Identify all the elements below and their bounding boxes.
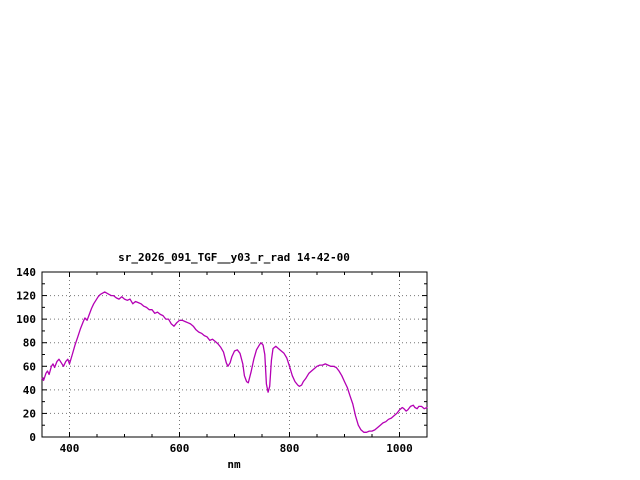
y-tick-label: 100 xyxy=(16,313,36,326)
grid xyxy=(42,272,427,437)
tick-labels: 0 20 40 60 80 100 120 140 400 600 800 1000 xyxy=(16,266,413,455)
y-tick-label: 40 xyxy=(23,384,36,397)
x-tick-label: 1000 xyxy=(386,442,413,455)
y-tick-label: 20 xyxy=(23,407,36,420)
y-tick-label: 60 xyxy=(23,360,36,373)
x-tick-label: 600 xyxy=(170,442,190,455)
x-axis-label: nm xyxy=(227,458,241,471)
y-tick-label: 140 xyxy=(16,266,36,279)
data-line xyxy=(41,291,428,433)
axes xyxy=(41,271,428,438)
y-tick-label: 120 xyxy=(16,290,36,303)
y-tick-label: 80 xyxy=(23,337,36,350)
plot-border xyxy=(41,271,428,438)
x-tick-label: 800 xyxy=(280,442,300,455)
chart-title: sr_2026_091_TGF__y03_r_rad 14-42-00 xyxy=(118,251,350,264)
x-tick-label: 400 xyxy=(60,442,80,455)
y-tick-label: 0 xyxy=(29,431,36,444)
